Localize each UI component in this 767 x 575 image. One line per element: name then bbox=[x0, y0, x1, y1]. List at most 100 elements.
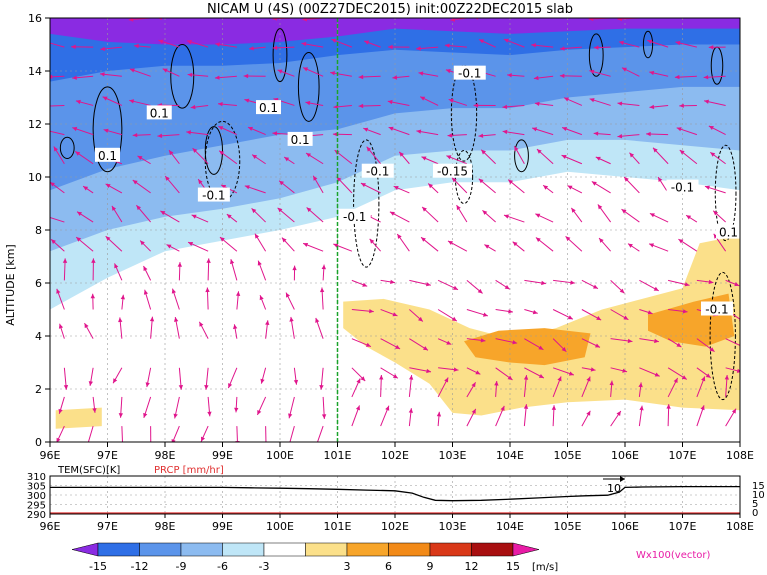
wind-vector bbox=[503, 38, 525, 48]
surface-left-tick-label: 300 bbox=[27, 491, 46, 502]
wind-vector bbox=[561, 126, 583, 136]
wind-vector bbox=[524, 279, 546, 286]
wind-vector bbox=[111, 205, 123, 223]
wind-vector bbox=[696, 405, 705, 427]
wind-vector bbox=[649, 104, 669, 110]
wind-vector bbox=[120, 294, 125, 310]
wind-vector bbox=[618, 40, 640, 48]
wind-vector bbox=[105, 235, 123, 252]
wind-vector bbox=[321, 396, 327, 419]
wind-vector bbox=[512, 241, 525, 252]
westerly-patch-2 bbox=[464, 328, 591, 366]
wind-vector bbox=[171, 288, 180, 310]
wind-vector bbox=[331, 38, 353, 48]
colorbar-tick-label: 9 bbox=[427, 560, 434, 573]
wind-vector bbox=[610, 309, 629, 321]
y-tick-label: 12 bbox=[28, 118, 42, 131]
surface-x-tick-label: 99E bbox=[212, 520, 233, 533]
contour-label: -0.1 bbox=[671, 181, 694, 195]
wind-vector bbox=[436, 411, 442, 427]
wind-vector bbox=[704, 99, 726, 106]
wind-vector bbox=[581, 338, 601, 348]
wind-vector bbox=[312, 175, 324, 194]
wind-vector bbox=[523, 375, 529, 397]
contour-label-bg bbox=[146, 105, 172, 120]
y-tick-label: 16 bbox=[28, 12, 42, 25]
westerly-patch-4 bbox=[55, 407, 102, 429]
vector-layer bbox=[50, 18, 740, 442]
surface-lines bbox=[50, 485, 740, 514]
wind-vector bbox=[82, 185, 94, 194]
wind-vector bbox=[533, 75, 554, 81]
contour-label-bg bbox=[453, 65, 486, 80]
wind-vector bbox=[418, 71, 439, 77]
wind-vector bbox=[132, 133, 151, 138]
wind-vector bbox=[99, 72, 122, 77]
contour-label-bg bbox=[287, 131, 313, 146]
surface-x-tick-label: 102E bbox=[381, 520, 409, 533]
wind-vector bbox=[306, 207, 324, 223]
chart-title: NICAM U (4S) (00Z27DEC2015) init:00Z22DE… bbox=[207, 2, 573, 17]
wind-vector bbox=[186, 40, 209, 48]
wind-vector bbox=[87, 425, 94, 442]
wind-vector bbox=[320, 287, 325, 310]
wind-vector bbox=[437, 377, 449, 398]
wind-vector bbox=[559, 73, 582, 78]
wind-vector bbox=[63, 367, 69, 390]
colorbar-tick-label: -15 bbox=[89, 560, 107, 573]
contour-positive bbox=[272, 28, 288, 83]
wind-vector bbox=[254, 233, 267, 252]
wind-vector bbox=[233, 324, 238, 339]
wind-vector bbox=[675, 40, 697, 48]
wind-vector bbox=[226, 213, 238, 223]
surface-grid bbox=[50, 476, 740, 514]
wind-vector bbox=[84, 322, 94, 339]
contour-label-layer: 0.1 0.1 0.1 0.1 -0.1 -0.1 -0.15 -0.1 -0.1 -0.1 0.1… bbox=[95, 65, 741, 317]
wind-vector bbox=[676, 127, 698, 136]
wind-vector bbox=[598, 237, 611, 252]
wind-vector bbox=[725, 338, 740, 346]
wind-vector bbox=[277, 69, 295, 77]
wind-vector bbox=[50, 42, 65, 48]
wind-vector bbox=[145, 367, 152, 388]
wind-vector bbox=[666, 404, 671, 427]
contour-label: 0.1 bbox=[259, 101, 278, 115]
wind-vector bbox=[420, 236, 439, 252]
wind-vector bbox=[58, 323, 65, 339]
wind-vector bbox=[674, 74, 697, 80]
wind-vector bbox=[91, 258, 96, 281]
x-tick-label: 96E bbox=[40, 449, 61, 462]
wind-vector bbox=[446, 155, 468, 165]
wind-vector bbox=[610, 279, 625, 294]
wind-vector bbox=[679, 103, 697, 108]
contour-label: 0.1 bbox=[291, 133, 310, 147]
wind-vector bbox=[570, 207, 583, 223]
surface-left-tick-label: 295 bbox=[27, 501, 46, 512]
wind-vector bbox=[53, 146, 65, 165]
wind-vector bbox=[71, 44, 94, 49]
wind-vector bbox=[302, 242, 324, 252]
wind-vector bbox=[289, 425, 295, 442]
contour-label: -0.1 bbox=[366, 165, 389, 179]
wind-vector bbox=[244, 185, 266, 194]
wind-vector bbox=[380, 279, 395, 284]
wind-vector bbox=[495, 309, 513, 314]
wind-vector bbox=[495, 405, 505, 427]
wind-vector bbox=[136, 204, 152, 223]
wind-vector bbox=[289, 316, 295, 339]
contour-positive bbox=[297, 51, 320, 122]
contour-label-bg bbox=[433, 163, 472, 178]
wind-vector bbox=[56, 288, 65, 310]
wind-vector bbox=[408, 375, 414, 398]
colorbar-tick-label: -6 bbox=[217, 560, 228, 573]
colorbar: -15 -12 -9 -6 -3 3 6 9 12 15 bbox=[71, 542, 540, 573]
wind-vector bbox=[593, 131, 611, 136]
wind-vector bbox=[610, 367, 628, 373]
wind-vector bbox=[473, 103, 496, 108]
wind-vector bbox=[134, 43, 151, 49]
contour-label: -0.1 bbox=[343, 210, 366, 224]
wind-vector bbox=[621, 208, 640, 223]
contour-label: -0.1 bbox=[458, 67, 481, 81]
wind-vector bbox=[416, 129, 439, 136]
